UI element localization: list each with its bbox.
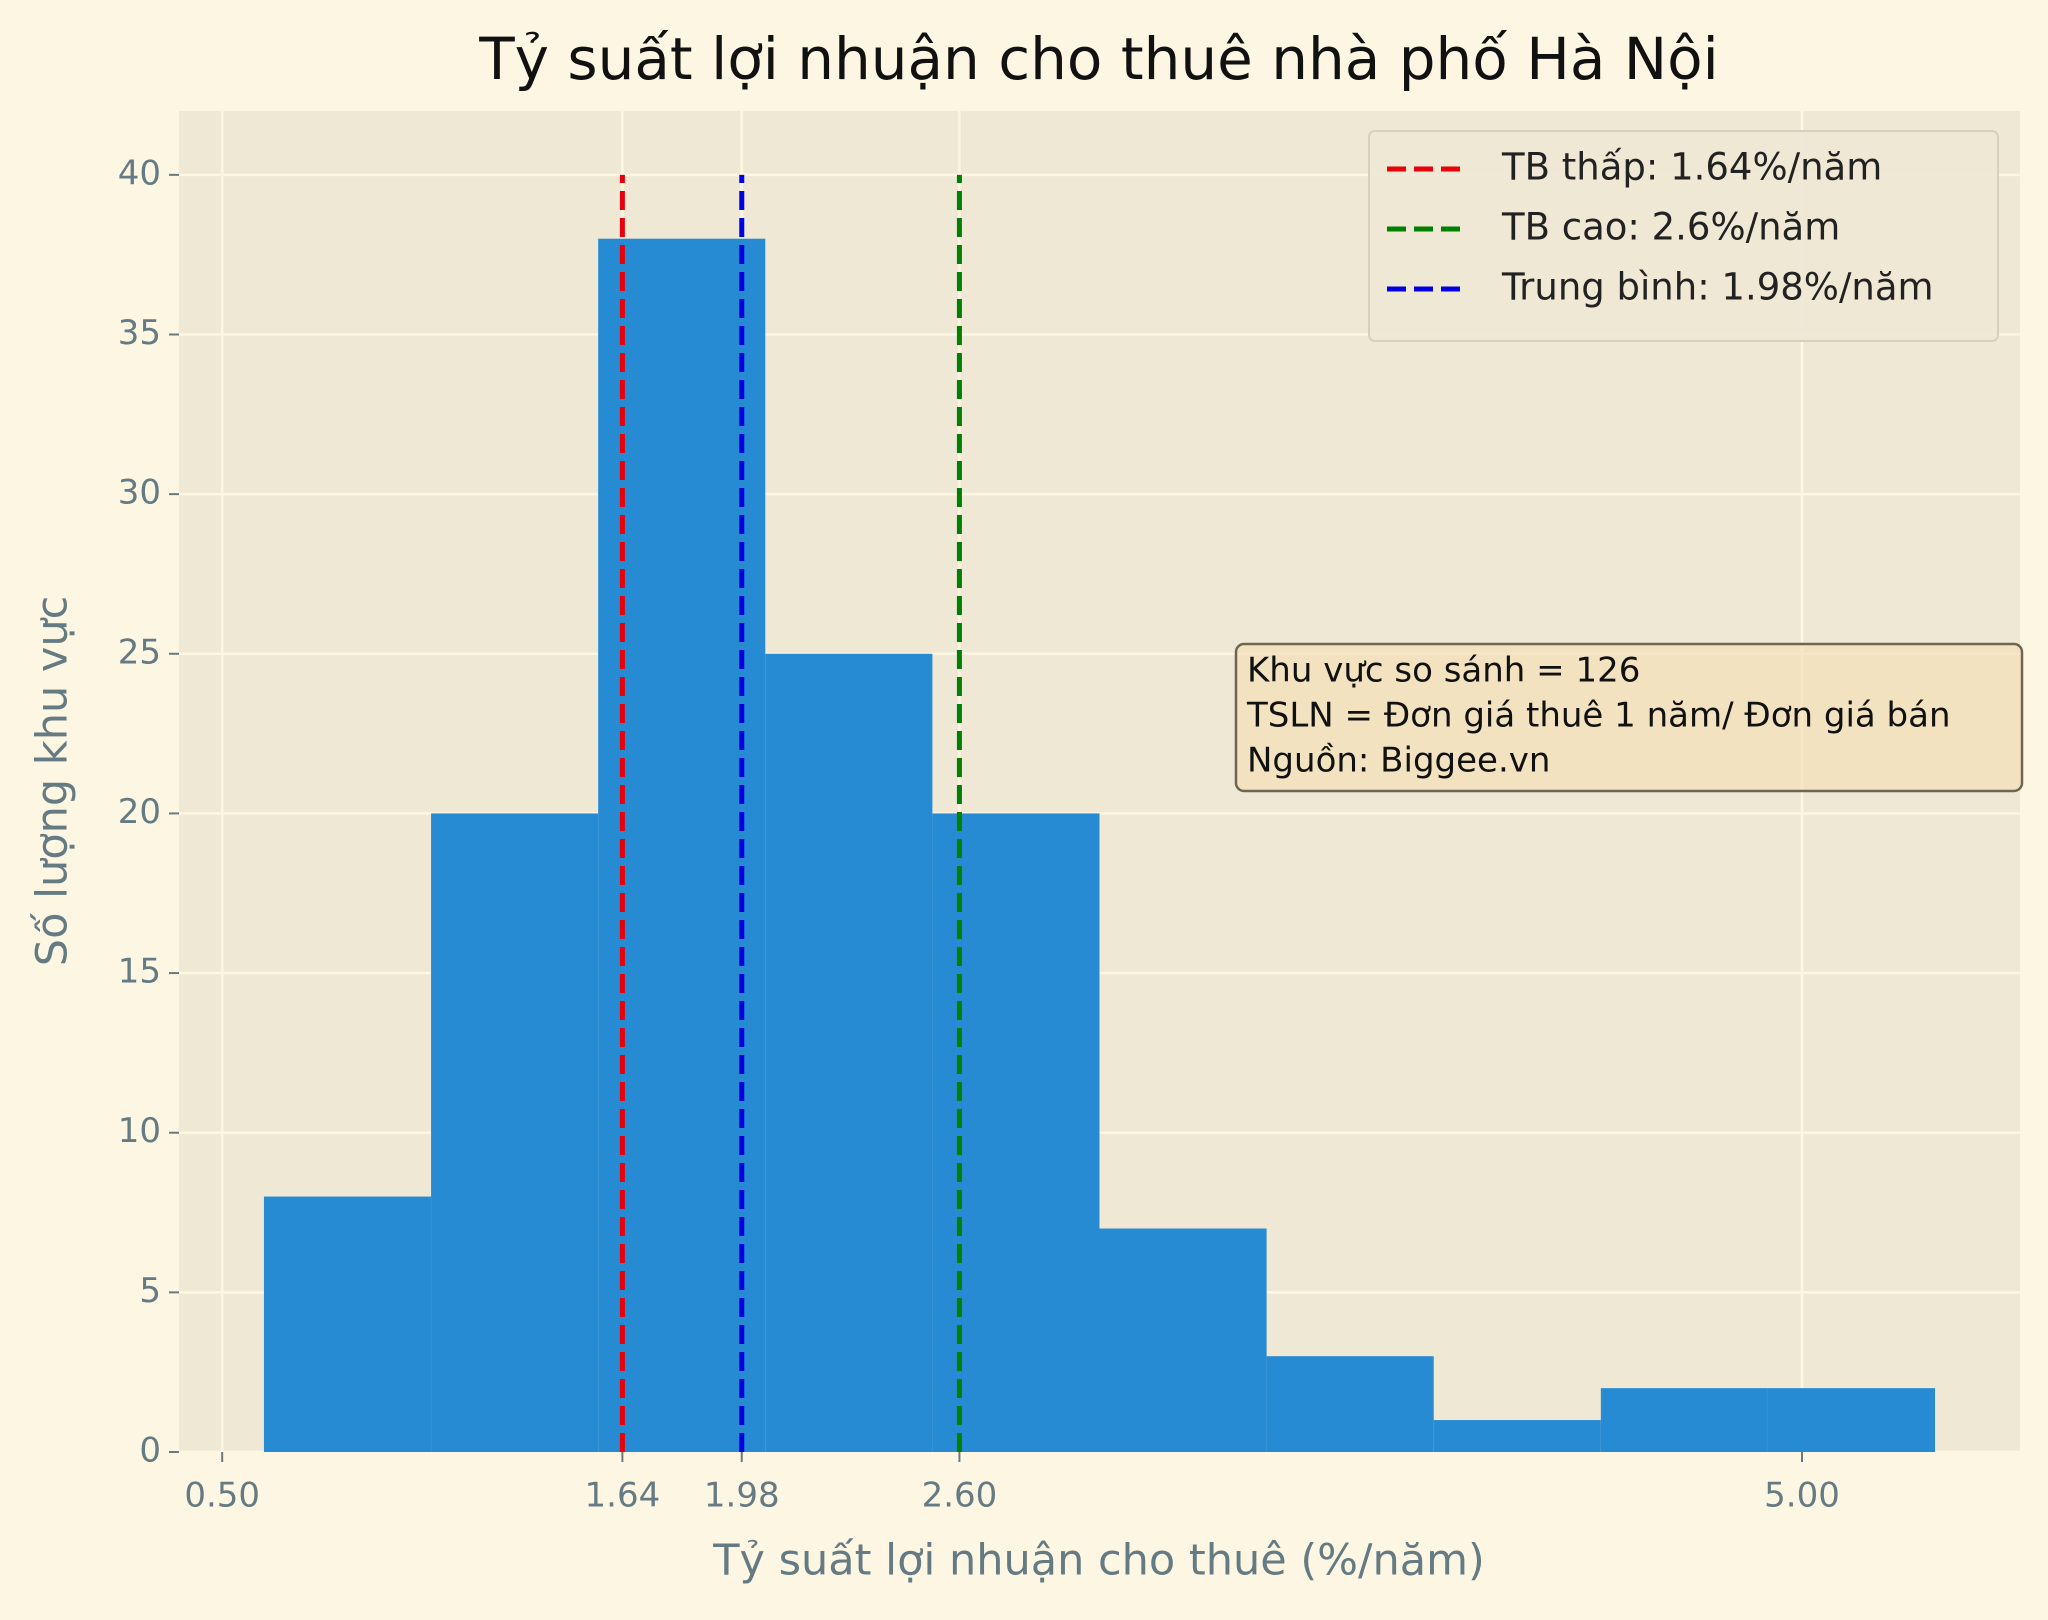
y-tick-label: 0 xyxy=(139,1431,161,1471)
legend-label: TB thấp: 1.64%/năm xyxy=(1501,146,1882,189)
y-tick-label: 30 xyxy=(118,473,161,513)
x-tick-label: 0.50 xyxy=(184,1476,260,1516)
x-tick-label: 1.98 xyxy=(704,1476,780,1516)
y-tick-label: 40 xyxy=(118,153,161,193)
y-tick-label: 20 xyxy=(118,792,161,832)
annotation-text: TSLN = Đơn giá thuê 1 năm/ Đơn giá bán xyxy=(1246,696,1951,736)
x-axis-label: Tỷ suất lợi nhuận cho thuê (%/năm) xyxy=(712,1536,1485,1586)
bar xyxy=(1433,1420,1601,1452)
legend-box xyxy=(1368,130,1999,342)
y-tick-label: 10 xyxy=(118,1111,161,1151)
bar xyxy=(431,813,599,1452)
y-tick-label: 25 xyxy=(118,632,161,672)
annotation-text: Khu vực so sánh = 126 xyxy=(1247,651,1640,691)
x-tick-label: 5.00 xyxy=(1764,1476,1840,1516)
y-tick-label: 35 xyxy=(118,313,161,353)
bar xyxy=(1266,1356,1434,1452)
y-axis-label: Số lượng khu vực xyxy=(28,596,78,966)
legend-label: Trung bình: 1.98%/năm xyxy=(1501,266,1934,309)
bar xyxy=(1099,1228,1267,1452)
y-tick-label: 5 xyxy=(139,1271,161,1311)
annotation-box xyxy=(1234,642,2024,793)
bar xyxy=(1600,1388,1768,1452)
y-tick-label: 15 xyxy=(118,952,161,992)
bar xyxy=(1767,1388,1936,1452)
annotation-text: Nguồn: Biggee.vn xyxy=(1247,741,1550,781)
x-tick-label: 2.60 xyxy=(922,1476,998,1516)
bar xyxy=(765,653,933,1452)
bar xyxy=(932,813,1100,1452)
bar xyxy=(598,238,766,1453)
bar xyxy=(263,1196,432,1452)
x-tick-label: 1.64 xyxy=(585,1476,661,1516)
chart-title: Tỷ suất lợi nhuận cho thuê nhà phố Hà Nộ… xyxy=(478,25,1719,93)
legend-label: TB cao: 2.6%/năm xyxy=(1501,206,1840,249)
